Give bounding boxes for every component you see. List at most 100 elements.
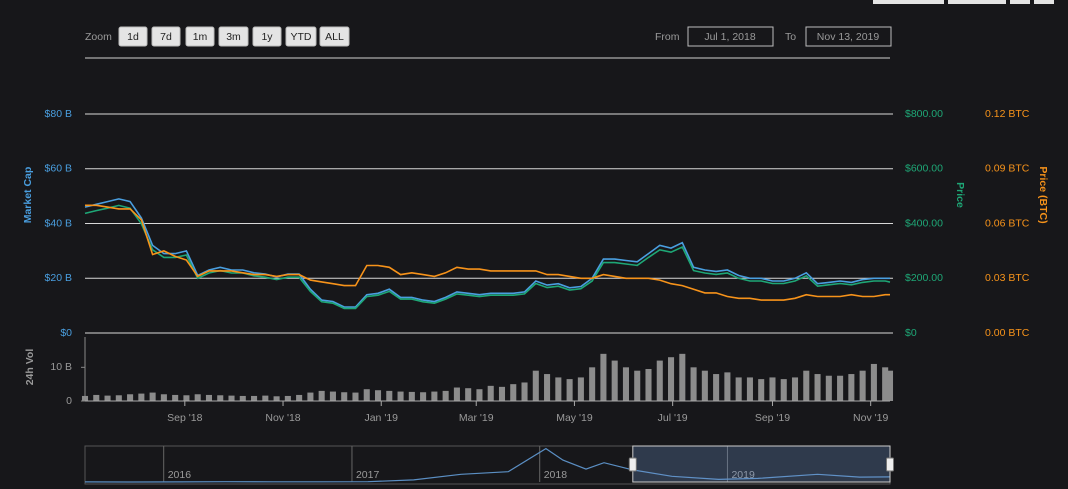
volume-bar: [814, 374, 821, 401]
zoom-label: Zoom: [85, 31, 112, 43]
volume-bar: [127, 394, 134, 401]
axis-title: Market Cap: [22, 167, 34, 224]
series-line: [84, 447, 891, 483]
navigator-selection[interactable]: [632, 445, 891, 483]
volume-bar: [138, 393, 145, 401]
volume-bar: [769, 377, 776, 401]
volume-bar: [296, 394, 303, 401]
axis-title: Price (BTC): [1037, 166, 1049, 223]
volume-bar: [228, 395, 235, 401]
zoom-buttons: 1d 7d 1m 3m 1y YTD ALL: [118, 26, 350, 47]
from-value[interactable]: Jul 1, 2018: [704, 31, 756, 43]
y-tick-label: $400.00: [905, 217, 943, 229]
zoom-button[interactable]: 3m: [218, 26, 249, 47]
series-line: [85, 204, 890, 301]
volume-bar: [701, 370, 708, 401]
volume-bar: [431, 391, 438, 401]
volume-bar: [104, 395, 111, 401]
volume-bar: [577, 377, 584, 401]
navigator-handle[interactable]: [628, 457, 637, 472]
zoom-button[interactable]: ALL: [319, 26, 350, 47]
top-button[interactable]: [1034, 0, 1054, 4]
volume-bar: [848, 374, 855, 401]
volume-bar: [634, 370, 641, 401]
navigator-handle[interactable]: [886, 457, 894, 472]
zoom-button[interactable]: 1m: [185, 26, 215, 47]
volume-bar: [803, 370, 810, 401]
button-box[interactable]: [185, 26, 215, 47]
volume-bar: [262, 395, 269, 401]
volume-bar: [498, 386, 506, 401]
volume-bar: [544, 374, 551, 401]
axis-title: Price: [954, 182, 966, 208]
volume-bar: [611, 360, 618, 401]
x-tick-label: Jan '19: [364, 412, 398, 424]
to-input[interactable]: [805, 26, 892, 47]
volume-bar: [713, 374, 720, 401]
button-box[interactable]: [151, 26, 181, 47]
y-tick-label: 10 B: [50, 361, 72, 373]
from-input[interactable]: [687, 26, 774, 47]
button-box[interactable]: [218, 26, 249, 47]
to-value[interactable]: Nov 13, 2019: [817, 31, 880, 43]
volume-bar: [645, 369, 652, 401]
volume-bar: [194, 394, 201, 401]
y-tick-label: 0.03 BTC: [985, 272, 1030, 284]
button-box[interactable]: [252, 26, 282, 47]
zoom-button[interactable]: 7d: [151, 26, 181, 47]
button-label[interactable]: 7d: [160, 31, 172, 43]
x-tick-label: Jul '19: [658, 412, 688, 424]
top-button[interactable]: [948, 0, 1006, 4]
x-tick-label: Mar '19: [459, 412, 494, 424]
volume-bar: [442, 390, 449, 401]
volume-bar: [341, 392, 348, 401]
volume-bar: [397, 391, 404, 401]
volume-bar: [205, 394, 213, 401]
volume-bar: [758, 379, 765, 401]
y-tick-label: 0.06 BTC: [985, 217, 1030, 229]
button-box[interactable]: [319, 26, 350, 47]
button-box[interactable]: [285, 26, 317, 47]
y-tick-label: $20 B: [45, 272, 72, 284]
zoom-button[interactable]: 1d: [118, 26, 148, 47]
volume-bar: [886, 370, 894, 401]
button-label[interactable]: 1y: [261, 31, 273, 43]
volume-bar: [521, 382, 528, 401]
y-tick-label: $40 B: [45, 217, 72, 229]
button-label[interactable]: 3m: [226, 31, 241, 43]
y-tick-label: $800.00: [905, 108, 943, 120]
volume-bar: [284, 395, 291, 401]
top-button[interactable]: [1010, 0, 1030, 4]
y-tick-label: 0.00 BTC: [985, 327, 1030, 339]
volume-bar: [510, 384, 517, 401]
y-tick-label: $80 B: [45, 108, 72, 120]
volume-bar: [374, 390, 382, 401]
button-label[interactable]: 1m: [193, 31, 208, 43]
button-label[interactable]: 1d: [127, 31, 139, 43]
volume-bar: [780, 379, 787, 401]
volume-bar: [679, 353, 686, 401]
from-label: From: [655, 31, 680, 43]
volume-bar: [589, 367, 596, 401]
volume-bar: [555, 377, 562, 401]
volume-bar: [115, 395, 122, 401]
top-button[interactable]: [873, 0, 944, 4]
to-label: To: [785, 31, 796, 43]
y-tick-label: $200.00: [905, 272, 943, 284]
x-tick-label: Sep '18: [167, 412, 202, 424]
volume-bar: [870, 363, 877, 401]
zoom-button[interactable]: YTD: [285, 26, 317, 47]
navigator-year-label: 2018: [544, 469, 568, 481]
volume-bar: [791, 377, 799, 401]
y-tick-label: $0: [60, 327, 72, 339]
button-box[interactable]: [118, 26, 148, 47]
volume-bar: [476, 389, 483, 401]
volume-bar: [172, 394, 179, 401]
button-label[interactable]: YTD: [291, 31, 312, 43]
volume-bar: [735, 377, 742, 401]
button-label[interactable]: ALL: [325, 31, 344, 43]
zoom-button[interactable]: 1y: [252, 26, 282, 47]
navigator-year-label: 2016: [168, 469, 192, 481]
